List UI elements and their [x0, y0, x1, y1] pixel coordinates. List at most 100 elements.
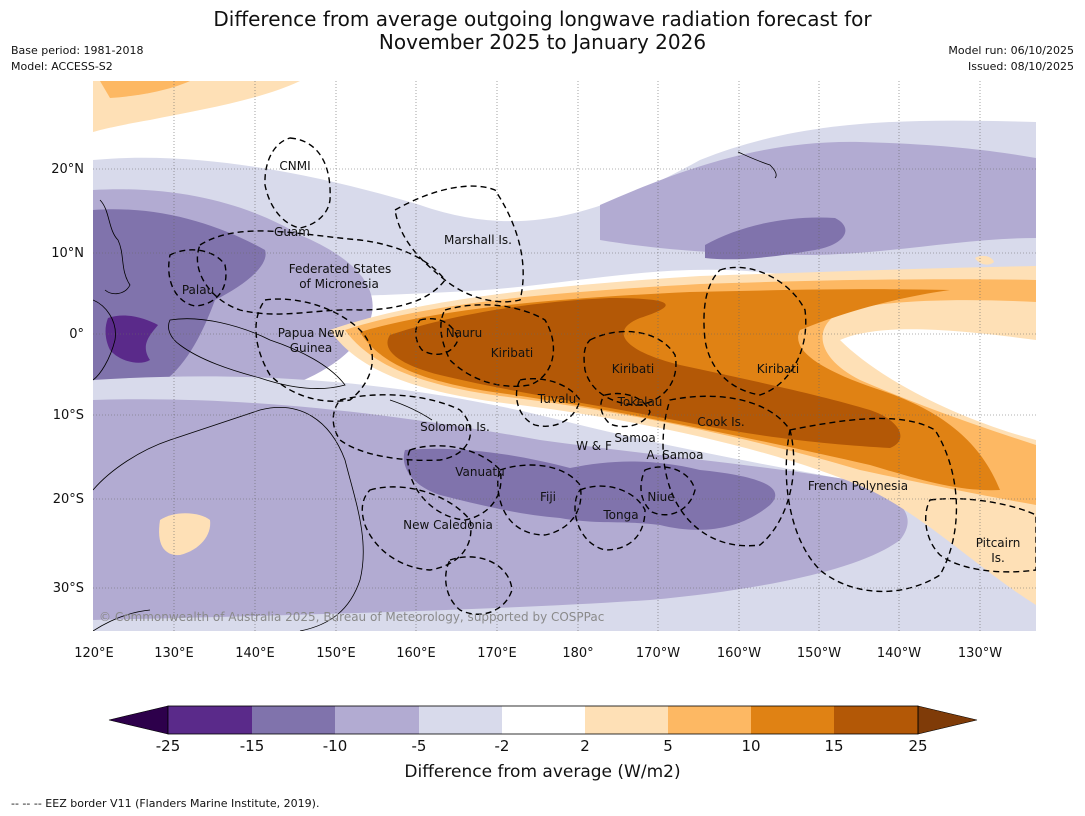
eez-fsm — [196, 230, 446, 315]
label-cnmi: CNMI — [279, 159, 310, 173]
colorbar-bin-10-15 — [751, 706, 834, 734]
hawaii-coast — [737, 151, 777, 179]
neg-band-north-mid — [600, 141, 1036, 256]
cb-tick-5: 5 — [663, 737, 673, 755]
cb-tick-minus10: -10 — [323, 737, 348, 755]
colorbar-extend-min — [108, 705, 169, 735]
x-tick-140e: 140°E — [235, 646, 275, 661]
x-tick-120e: 120°E — [74, 646, 114, 661]
label-niue: Niue — [647, 490, 674, 504]
label-cook: Cook Is. — [697, 415, 744, 429]
label-nauru: Nauru — [446, 326, 482, 340]
model-name: Model: ACCESS-S2 — [11, 60, 113, 73]
colorbar-bin-minus10-minus5 — [335, 706, 419, 734]
label-pitcairn-line1: Pitcairn — [976, 536, 1021, 550]
colorbar-bin-2-5 — [585, 706, 668, 734]
label-french-polynesia: French Polynesia — [808, 479, 908, 493]
meta-right: Model run: 06/10/2025 Issued: 08/10/2025 — [948, 43, 1074, 75]
eez-footnote: -- -- -- EEZ border V11 (Flanders Marine… — [11, 797, 320, 810]
eez-tuvalu — [515, 378, 581, 427]
pos-patch-north-mid — [100, 81, 190, 98]
eez-new-caledonia — [361, 486, 472, 571]
place-labels: CNMI Guam Marshall Is. Federated States … — [182, 159, 1020, 565]
label-kiribati-central: Kiribati — [612, 362, 654, 376]
eez-marshall — [394, 185, 524, 303]
neg-west-pacific-darkest — [105, 315, 158, 363]
label-fsm-line2: of Micronesia — [299, 277, 379, 291]
y-axis-labels: 20°N 10°N 0° 10°S 20°S 30°S — [51, 162, 84, 596]
colorbar-frame — [167, 705, 919, 735]
neg-band-north-dark — [705, 217, 846, 260]
pos-tongue-darkest — [387, 298, 901, 448]
label-kiribati-east: Kiribati — [757, 362, 799, 376]
colorbar-tick-labels: -25 -15 -10 -5 -2 2 5 10 15 25 — [156, 737, 928, 755]
colorbar-extend-max — [917, 705, 978, 735]
label-samoa: Samoa — [614, 431, 655, 445]
australia-coast — [93, 407, 364, 631]
y-tick-20s: 20°S — [53, 492, 84, 507]
label-kiribati-west: Kiribati — [491, 346, 533, 360]
cb-tick-15: 15 — [824, 737, 843, 755]
x-tick-150e: 150°E — [316, 646, 356, 661]
label-tokelau: Tokelau — [617, 395, 663, 409]
eez-fiji — [497, 464, 582, 536]
solomon-coast — [389, 399, 433, 421]
label-png-line2: Guinea — [290, 341, 333, 355]
eez-norfolk — [444, 556, 513, 615]
eez-pitcairn — [924, 497, 1036, 573]
new-guinea-coast — [168, 318, 346, 389]
meta-left: Base period: 1981-2018 Model: ACCESS-S2 — [11, 43, 143, 75]
eez-cnmi — [264, 137, 331, 229]
eez-niue — [640, 466, 696, 516]
label-fiji: Fiji — [540, 490, 556, 504]
eez-kiribati-east — [703, 266, 807, 396]
issued-date: Issued: 08/10/2025 — [967, 60, 1074, 73]
label-tuvalu: Tuvalu — [537, 392, 577, 406]
x-tick-140w: 140°W — [877, 646, 921, 661]
label-marshall: Marshall Is. — [444, 233, 512, 247]
label-fsm-line1: Federated States — [289, 262, 391, 276]
colorbar-bin-15-25 — [834, 706, 918, 734]
colorbar-bin-minus15-minus10 — [252, 706, 335, 734]
x-tick-130e: 130°E — [154, 646, 194, 661]
eez-borders — [168, 137, 1036, 615]
label-solomon: Solomon Is. — [420, 420, 490, 434]
copyright-note: © Commonwealth of Australia 2025, Bureau… — [99, 610, 604, 624]
y-tick-10s: 10°S — [53, 408, 84, 423]
chart-title: Difference from average outgoing longwav… — [0, 8, 1085, 54]
eez-cook — [662, 395, 795, 547]
label-wf: W & F — [576, 439, 612, 453]
x-tick-150w: 150°W — [797, 646, 841, 661]
label-new-caledonia: New Caledonia — [403, 518, 493, 532]
colorbar-bin-minus5-minus2 — [419, 706, 502, 734]
cb-tick-minus2: -2 — [495, 737, 510, 755]
eez-vanuatu — [407, 445, 502, 521]
colorbar: -25 -15 -10 -5 -2 2 5 10 15 25 — [108, 705, 978, 755]
y-tick-0: 0° — [69, 327, 84, 342]
gridlines — [93, 81, 1036, 631]
coastlines — [93, 151, 777, 631]
title-line-1: Difference from average outgoing longwav… — [213, 7, 872, 31]
colorbar-bin-minus25-minus15 — [168, 706, 252, 734]
cb-tick-minus5: -5 — [412, 737, 427, 755]
colorbar-bin-minus2-2 — [502, 706, 585, 734]
colorbar-title: Difference from average (W/m2) — [404, 762, 681, 782]
eez-palau — [168, 249, 227, 307]
y-tick-20n: 20°N — [51, 162, 84, 177]
eez-french-polynesia — [785, 417, 958, 593]
map-panel: CNMI Guam Marshall Is. Federated States … — [93, 81, 1036, 631]
x-tick-180: 180° — [562, 646, 593, 661]
base-period: Base period: 1981-2018 — [11, 44, 144, 57]
label-tonga: Tonga — [602, 508, 638, 522]
label-guam: Guam — [274, 225, 310, 239]
x-axis-labels: 120°E 130°E 140°E 150°E 160°E 170°E 180°… — [74, 646, 1002, 661]
cb-tick-10: 10 — [741, 737, 760, 755]
y-tick-30s: 30°S — [53, 581, 84, 596]
eez-solomon — [332, 394, 471, 462]
x-tick-170w: 170°W — [636, 646, 680, 661]
cb-tick-minus15: -15 — [240, 737, 265, 755]
philippines-coast — [99, 199, 131, 295]
x-tick-160w: 160°W — [717, 646, 761, 661]
label-png-line1: Papua New — [278, 326, 345, 340]
